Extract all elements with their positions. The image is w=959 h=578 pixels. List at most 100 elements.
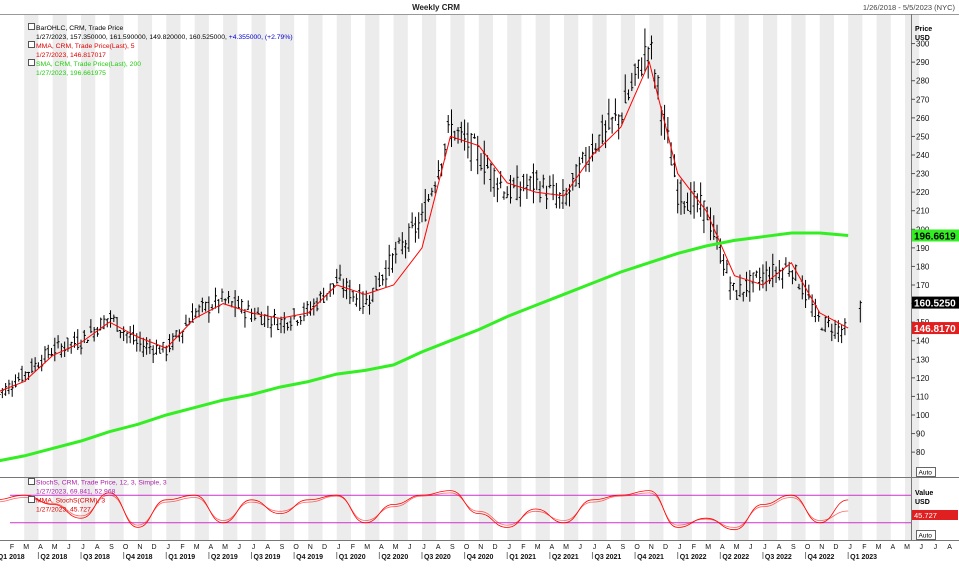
ohlc-bar (584, 146, 588, 172)
quarter-label: Q4 2020 (467, 554, 494, 561)
ohlc-bar (518, 181, 522, 207)
ohlc-bar (535, 170, 539, 191)
month-tick-label: M (904, 544, 910, 551)
month-band (620, 15, 636, 540)
price-axis-unit: USD (915, 35, 930, 42)
value-auto-button[interactable] (916, 530, 936, 540)
ohlc-bar (282, 312, 286, 334)
legend-sma-name: SMA, CRM, Trade Price(Last), 200 (36, 61, 141, 68)
ohlc-bar (725, 259, 729, 274)
value-axis[interactable]: Value USD 45.727 Auto (912, 490, 958, 540)
price-auto-label: Auto (919, 470, 933, 477)
ohlc-bar (286, 322, 290, 331)
month-tick-label: M (222, 544, 228, 551)
ohlc-bar (154, 339, 158, 355)
ohlc-bar (463, 119, 467, 151)
month-tick-label: N (137, 544, 142, 551)
sma-200-line (0, 231, 849, 463)
ohlc-bar (436, 160, 440, 180)
ohlc-bar (745, 271, 749, 297)
price-tick-label: 210 (916, 207, 930, 216)
legend-mma-value: 1/27/2023, 146.817017 (36, 52, 106, 59)
month-tick-label: J (934, 544, 938, 551)
quarter-label: Q1 2020 (339, 554, 366, 561)
ohlc-bar (400, 232, 404, 255)
ohlc-bar (7, 379, 11, 395)
ohlc-bar (243, 308, 247, 328)
ohlc-bar (331, 283, 335, 295)
legend-stoch-toggle[interactable] (28, 478, 35, 485)
month-tick-label: A (209, 544, 214, 551)
ohlc-bar (82, 329, 86, 344)
month-tick-label: F (862, 544, 866, 551)
legend-stoch-mma-toggle[interactable] (28, 496, 35, 503)
month-tick-label: J (678, 544, 682, 551)
ohlc-bar (417, 212, 421, 239)
ohlc-bar (564, 187, 568, 206)
ohlc-bar (0, 394, 1, 396)
price-tick-label: 250 (916, 132, 930, 141)
ohlc-bar (423, 188, 427, 222)
ohlc-bar (256, 307, 260, 315)
price-badge-text: 196.6619 (914, 231, 956, 242)
ohlc-bar (190, 303, 194, 323)
ohlc-bar (823, 316, 827, 333)
ohlc-bar (122, 326, 126, 342)
ohlc-bar (348, 279, 352, 305)
month-band (649, 15, 664, 540)
ohlc-bar (259, 311, 263, 326)
month-band (137, 15, 153, 540)
legend-bar-values: 1/27/2023, 157.350000, 161.590000, 149.8… (36, 34, 293, 41)
stoch-line (0, 490, 849, 531)
quarter-label: Q1 2018 (0, 554, 25, 561)
ohlc-bar (407, 223, 411, 253)
ohlc-bar (682, 201, 686, 215)
month-tick-label: J (507, 544, 511, 551)
ohlc-bar (528, 175, 532, 191)
ohlc-bar (502, 191, 506, 200)
ohlc-bar (354, 293, 358, 307)
price-badge (912, 296, 959, 309)
legend-bar-toggle[interactable] (28, 23, 35, 30)
month-band (166, 15, 181, 540)
ohlc-bar (466, 122, 470, 159)
price-lines (0, 60, 849, 463)
ohlc-bar (456, 127, 460, 144)
quarter-label: Q4 2022 (808, 554, 835, 561)
ohlc-bar (640, 57, 644, 77)
ohlc-bar (76, 329, 80, 351)
month-tick-label: D (663, 544, 668, 551)
ohlc-bar (613, 98, 617, 121)
ohlc-bar (810, 294, 814, 317)
ohlc-bar (722, 254, 726, 276)
ohlc-bar (59, 343, 63, 358)
mma-5-line (0, 60, 849, 392)
month-tick-label: A (947, 544, 952, 551)
ohlc-bar (545, 185, 549, 210)
price-tick-label: 300 (916, 40, 930, 49)
legend-sma-toggle[interactable] (28, 59, 35, 66)
month-tick-label: S (280, 544, 285, 551)
month-tick-label: S (450, 544, 455, 551)
ohlc-bar (236, 295, 240, 309)
price-axis[interactable]: Price USD 300 290 280 270 260 250 240 230 220 210… (911, 26, 959, 477)
month-tick-label: J (238, 544, 242, 551)
ohlc-bar (679, 179, 683, 215)
month-band (819, 15, 834, 540)
ohlc-bar (358, 284, 362, 311)
ohlc-bar (525, 173, 529, 199)
ohlc-bar (767, 266, 771, 284)
price-auto-button[interactable] (916, 467, 936, 477)
month-tick-label: M (705, 544, 711, 551)
month-tick-label: J (579, 544, 583, 551)
quarter-label: Q4 2019 (296, 554, 323, 561)
ohlc-bar (459, 121, 463, 143)
ohlc-bar (430, 187, 434, 197)
ohlc-bar (384, 260, 388, 288)
legend-mma-toggle[interactable] (28, 41, 35, 48)
month-tick-label: J (167, 544, 171, 551)
month-band (24, 15, 39, 540)
month-band (564, 15, 579, 540)
legend-stoch-date: 1/27/2023, 69.841, (36, 489, 93, 496)
ohlc-bar (623, 74, 627, 104)
